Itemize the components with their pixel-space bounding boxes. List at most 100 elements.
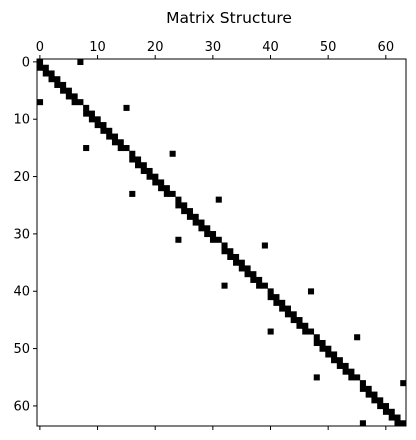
nonzero-cell <box>359 420 366 427</box>
nonzero-cell <box>307 328 315 335</box>
nonzero-cell <box>37 64 44 71</box>
nonzero-cell <box>106 133 113 140</box>
x-tick-label: 20 <box>147 40 164 55</box>
nonzero-cell <box>65 87 72 94</box>
nonzero-cell <box>267 328 274 335</box>
nonzero-cell <box>94 116 101 123</box>
nonzero-cell <box>313 374 320 381</box>
nonzero-cell <box>186 213 193 220</box>
nonzero-cell <box>302 328 309 335</box>
nonzero-cell <box>256 276 263 283</box>
nonzero-cell <box>42 64 49 71</box>
nonzero-cell <box>192 219 199 226</box>
nonzero-cell <box>400 380 407 387</box>
nonzero-cell <box>319 339 326 347</box>
nonzero-cell <box>244 271 251 278</box>
nonzero-cell <box>152 179 159 186</box>
y-tick-label: 20 <box>13 170 30 185</box>
nonzero-cell <box>371 397 378 404</box>
nonzero-cell <box>331 357 338 364</box>
nonzero-cell <box>215 236 222 243</box>
nonzero-cell <box>227 248 234 255</box>
nonzero-cell <box>290 311 297 318</box>
nonzero-cell <box>181 208 188 215</box>
nonzero-cell <box>158 185 165 192</box>
nonzero-cell <box>65 93 72 100</box>
nonzero-cell <box>204 225 211 232</box>
nonzero-cell <box>296 317 303 324</box>
nonzero-cell <box>221 282 228 289</box>
nonzero-cell <box>77 59 84 66</box>
nonzero-cell <box>250 271 257 278</box>
nonzero-cell <box>400 420 407 427</box>
nonzero-cell <box>163 185 170 192</box>
nonzero-cell <box>60 81 67 88</box>
axis-ticks: 0 10 20 30 40 50 60 0 10 20 30 40 50 60 <box>13 40 394 430</box>
nonzero-cell <box>233 259 240 266</box>
nonzero-cell <box>313 334 320 341</box>
nonzero-cell <box>273 294 280 301</box>
nonzero-cell <box>284 311 291 318</box>
nonzero-cell <box>192 213 199 220</box>
nonzero-cell <box>204 231 211 238</box>
nonzero-cell <box>377 403 384 410</box>
nonzero-cell <box>111 139 119 146</box>
nonzero-cell <box>279 305 286 312</box>
nonzero-cell <box>54 76 61 83</box>
nonzero-cell <box>94 122 101 129</box>
nonzero-cell <box>388 414 395 421</box>
nonzero-cell <box>388 408 395 415</box>
nonzero-cell <box>135 156 142 163</box>
nonzero-cell <box>37 99 44 106</box>
nonzero-cell <box>83 110 90 117</box>
nonzero-cell <box>111 133 119 140</box>
nonzero-cell <box>88 116 95 123</box>
nonzero-cell <box>267 294 274 301</box>
nonzero-cell <box>319 345 326 352</box>
nonzero-cell <box>221 248 228 255</box>
nonzero-cell <box>284 305 291 312</box>
nonzero-cell <box>169 190 176 197</box>
nonzero-cell <box>48 76 55 83</box>
nonzero-cell <box>359 385 366 392</box>
nonzero-cell <box>342 362 349 369</box>
x-tick-label: 30 <box>205 40 222 55</box>
nonzero-cell <box>325 345 332 352</box>
nonzero-cell <box>175 196 182 203</box>
nonzero-cell <box>209 231 217 238</box>
nonzero-cell <box>42 70 49 77</box>
nonzero-cell <box>186 208 193 215</box>
nonzero-cell <box>215 196 222 203</box>
nonzero-cell <box>238 259 245 266</box>
nonzero-cell <box>83 104 90 111</box>
nonzero-cell <box>37 59 44 66</box>
nonzero-cell <box>48 70 55 77</box>
nonzero-cell <box>348 374 355 381</box>
nonzero-cell <box>302 322 309 329</box>
nonzero-cell <box>227 253 234 260</box>
nonzero-cell <box>233 253 240 260</box>
nonzero-cell <box>77 99 84 106</box>
nonzero-cell <box>60 87 67 94</box>
nonzero-cell <box>175 236 182 243</box>
nonzero-cell <box>267 288 274 295</box>
nonzero-cell <box>181 202 188 209</box>
nonzero-cell <box>354 374 361 381</box>
nonzero-cell <box>146 173 153 180</box>
x-tick-label: 0 <box>36 40 44 55</box>
nonzero-cell <box>325 351 332 358</box>
nonzero-cell <box>336 362 343 369</box>
nonzero-cell <box>158 179 165 186</box>
nonzero-cell <box>198 219 205 226</box>
y-tick-label: 40 <box>13 285 30 300</box>
nonzero-cell <box>83 145 90 152</box>
nonzero-cell <box>394 414 401 421</box>
nonzero-cell <box>129 190 136 197</box>
nonzero-cells <box>37 59 407 427</box>
nonzero-cell <box>354 334 361 341</box>
x-tick-label: 50 <box>320 40 337 55</box>
nonzero-cell <box>348 368 355 375</box>
plot-frame <box>36 58 407 427</box>
nonzero-cell <box>146 167 153 174</box>
